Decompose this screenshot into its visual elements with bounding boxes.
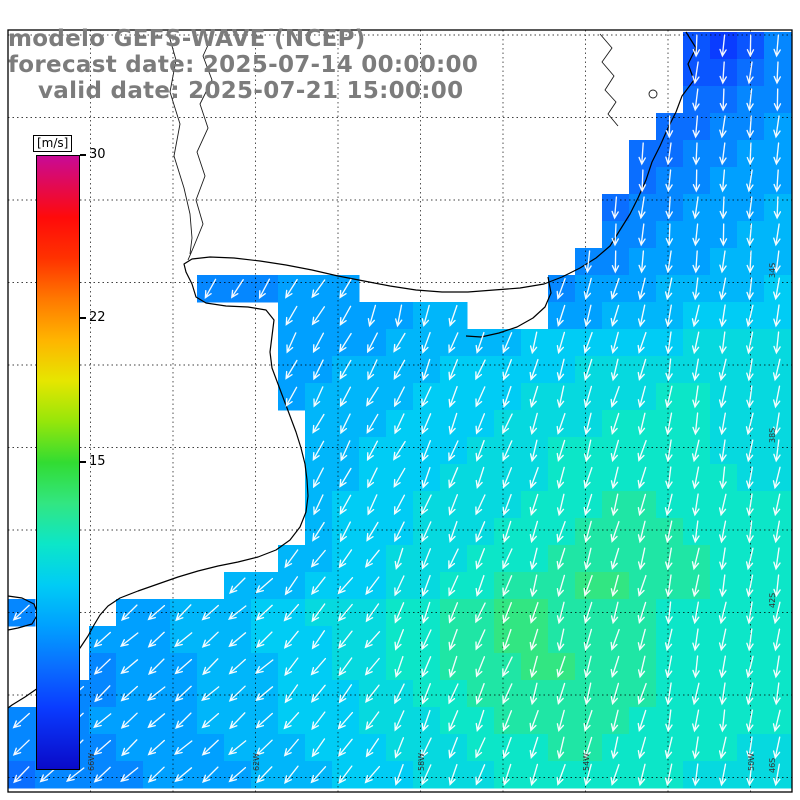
colorbar-unit-label: [m/s] — [33, 135, 73, 152]
svg-text:58W: 58W — [417, 753, 426, 771]
wind-arrows — [12, 34, 782, 787]
svg-text:46S: 46S — [768, 758, 777, 773]
svg-text:54W: 54W — [582, 753, 591, 771]
graticule-labels: 66W 62W 58W 54W 50W 34S 38S 42S 46S — [87, 263, 777, 773]
colorbar: [m/s] 30 22 15 — [33, 132, 156, 797]
colorbar-tick-mark — [80, 317, 86, 320]
colorbar-tick-label: 30 — [89, 147, 106, 162]
colorbar-gradient — [36, 155, 80, 770]
colorbar-tick-label: 15 — [89, 453, 106, 469]
svg-text:34S: 34S — [768, 263, 777, 278]
map-border — [7, 29, 793, 793]
graticule — [7, 30, 792, 792]
river-border-lines — [167, 31, 658, 261]
svg-text:38S: 38S — [768, 428, 777, 443]
svg-text:42S: 42S — [768, 593, 777, 608]
colorbar-tick-mark — [80, 154, 86, 156]
colorbar-tick-mark — [80, 460, 86, 463]
colorbar-tick-label: 22 — [89, 310, 106, 326]
svg-text:62W: 62W — [252, 753, 261, 771]
svg-text:50W: 50W — [747, 753, 756, 771]
ocean-speed-cells — [8, 32, 792, 789]
svg-text:66W: 66W — [87, 753, 96, 771]
lake-marker — [648, 89, 658, 99]
